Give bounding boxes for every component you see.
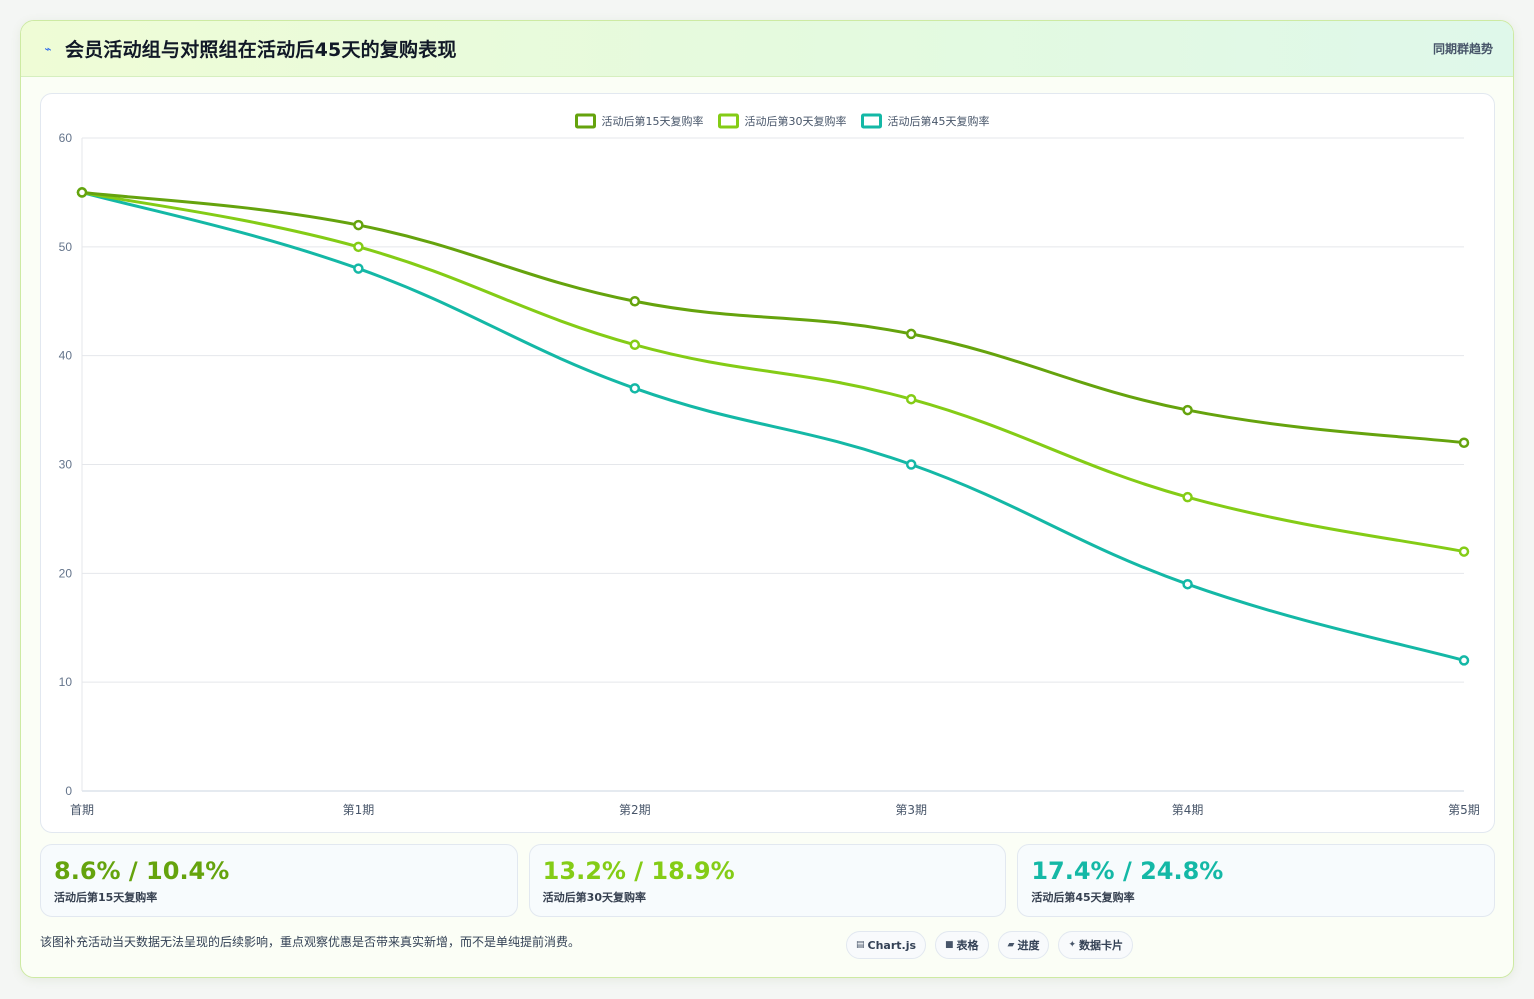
stat-value: 13.2% / 18.9% xyxy=(542,857,735,885)
tag-table[interactable]: ■ 表格 xyxy=(935,931,989,959)
legend-swatch xyxy=(861,113,882,129)
chart-panel: 0 10 20 30 40 50 60 首期 第1期 第2期 第3期 第4期 第5期 活动后第15天复购率… xyxy=(40,93,1495,833)
legend-label: 活动后第45天复购率 xyxy=(888,114,990,128)
series-line xyxy=(81,190,1465,662)
data-point xyxy=(629,339,641,351)
card-header: ⌁ 会员活动组与对照组在活动后45天的复购表现 同期群趋势 xyxy=(21,21,1513,77)
chart-icon: ▤ xyxy=(856,940,865,950)
page-title: 会员活动组与对照组在活动后45天的复购表现 xyxy=(65,39,457,61)
series-line xyxy=(81,190,1465,445)
cohort-trend-link[interactable]: 同期群趋势 xyxy=(1432,42,1493,56)
stat-card-15: 8.6% / 10.4% 活动后第15天复购率 xyxy=(40,844,518,917)
data-point xyxy=(353,241,364,253)
legend-label: 活动后第30天复购率 xyxy=(745,114,847,128)
footer: 该图补充活动当天数据无法呈现的后续影响，重点观察优惠是否带来真实新增，而不是单纯… xyxy=(40,929,1495,963)
data-point xyxy=(1182,491,1193,503)
series-line xyxy=(81,190,1465,554)
x-tick-label: 第4期 xyxy=(1172,803,1204,817)
x-tick-label: 首期 xyxy=(70,803,94,817)
progress-icon: ▰ xyxy=(1007,940,1015,950)
data-point xyxy=(905,393,917,405)
data-point xyxy=(905,328,917,340)
data-point xyxy=(76,187,88,198)
footnote: 该图补充活动当天数据无法呈现的后续影响，重点观察优惠是否带来真实新增，而不是单纯… xyxy=(40,935,581,949)
title-wrap: ⌁ 会员活动组与对照组在活动后45天的复购表现 xyxy=(41,35,457,62)
tag-label: Chart.js xyxy=(867,938,917,952)
x-tick-label: 第1期 xyxy=(343,803,375,817)
tag-list: ▤ Chart.js ■ 表格 ▰ 进度 ✦ 数据卡片 xyxy=(846,931,1134,959)
table-icon: ■ xyxy=(945,940,954,950)
y-tick-label: 10 xyxy=(59,675,73,689)
y-tick-label: 40 xyxy=(59,349,73,363)
y-tick-label: 50 xyxy=(59,240,73,254)
x-tick-label: 第2期 xyxy=(619,803,651,817)
chart-card: ⌁ 会员活动组与对照组在活动后45天的复购表现 同期群趋势 0 10 20 30 40 5… xyxy=(20,20,1514,978)
trend-icon: ⌁ xyxy=(44,41,52,56)
data-point xyxy=(1458,546,1470,557)
y-tick-label: 0 xyxy=(65,784,72,798)
data-point xyxy=(905,459,917,470)
tag-progress[interactable]: ▰ 进度 xyxy=(997,931,1050,959)
data-point xyxy=(1458,655,1470,666)
tag-chartjs[interactable]: ▤ Chart.js xyxy=(846,931,927,959)
stats-row: 8.6% / 10.4% 活动后第15天复购率 13.2% / 18.9% 活动… xyxy=(40,844,1496,917)
line-chart: 0 10 20 30 40 50 60 首期 第1期 第2期 第3期 第4期 第5期 活动后第15天复购率… xyxy=(59,113,1480,817)
stat-card-30: 13.2% / 18.9% 活动后第30天复购率 xyxy=(528,844,1007,917)
legend-swatch xyxy=(718,113,739,129)
data-point xyxy=(353,219,364,231)
stat-label: 活动后第15天复购率 xyxy=(54,891,158,904)
stat-label: 活动后第45天复购率 xyxy=(1031,891,1135,904)
data-point xyxy=(629,383,641,394)
data-point xyxy=(1182,404,1193,416)
tag-data-card[interactable]: ✦ 数据卡片 xyxy=(1058,931,1134,959)
stat-card-45: 17.4% / 24.8% 活动后第45天复购率 xyxy=(1017,844,1496,917)
tag-label: 表格 xyxy=(956,939,979,952)
stat-value: 8.6% / 10.4% xyxy=(54,857,230,885)
x-tick-label: 第5期 xyxy=(1448,803,1480,817)
data-card-icon: ✦ xyxy=(1068,940,1077,950)
legend-label: 活动后第15天复购率 xyxy=(602,114,704,128)
tag-label: 数据卡片 xyxy=(1079,939,1124,952)
x-tick-label: 第3期 xyxy=(895,803,927,817)
y-tick-label: 30 xyxy=(59,458,73,472)
tag-label: 进度 xyxy=(1017,939,1040,952)
y-tick-label: 60 xyxy=(59,131,73,145)
legend-swatch xyxy=(575,113,596,129)
data-point xyxy=(353,263,364,274)
data-point xyxy=(1458,437,1470,448)
data-point xyxy=(1182,578,1193,590)
y-tick-label: 20 xyxy=(59,566,73,580)
data-point xyxy=(629,296,641,307)
stat-value: 17.4% / 24.8% xyxy=(1031,857,1224,885)
stat-label: 活动后第30天复购率 xyxy=(542,891,646,904)
